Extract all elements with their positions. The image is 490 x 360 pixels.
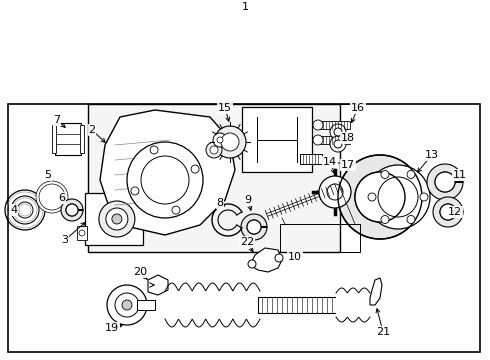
Circle shape <box>66 204 78 216</box>
Circle shape <box>131 187 139 195</box>
Circle shape <box>106 208 128 230</box>
Polygon shape <box>370 278 382 305</box>
Circle shape <box>115 293 139 317</box>
Circle shape <box>150 146 158 154</box>
Circle shape <box>221 133 239 151</box>
Polygon shape <box>38 183 66 211</box>
Text: 6: 6 <box>58 193 66 203</box>
Bar <box>8 104 480 352</box>
Circle shape <box>107 285 147 325</box>
Text: 20: 20 <box>133 267 147 277</box>
Circle shape <box>330 136 346 152</box>
Bar <box>88 104 340 252</box>
Circle shape <box>127 142 203 218</box>
Circle shape <box>381 216 389 224</box>
Bar <box>55 123 81 155</box>
Circle shape <box>407 171 415 179</box>
Circle shape <box>213 133 227 147</box>
Polygon shape <box>338 155 422 239</box>
Circle shape <box>313 135 323 145</box>
Circle shape <box>79 230 85 236</box>
Text: 19: 19 <box>105 323 119 333</box>
Circle shape <box>122 300 132 310</box>
Circle shape <box>313 120 323 130</box>
Circle shape <box>334 128 342 136</box>
Bar <box>320 121 350 129</box>
Polygon shape <box>148 275 168 295</box>
Text: 13: 13 <box>425 150 439 160</box>
Circle shape <box>217 137 223 143</box>
Circle shape <box>214 126 246 158</box>
Text: 15: 15 <box>218 103 232 113</box>
Text: 10: 10 <box>288 252 302 262</box>
Text: 14: 14 <box>323 157 337 167</box>
Circle shape <box>99 201 135 237</box>
Circle shape <box>36 181 68 213</box>
Circle shape <box>275 254 283 262</box>
Text: 4: 4 <box>10 205 18 215</box>
Circle shape <box>319 176 351 208</box>
Circle shape <box>440 204 456 220</box>
Bar <box>280 224 360 252</box>
Text: 17: 17 <box>341 160 355 170</box>
Text: 11: 11 <box>453 170 467 180</box>
Circle shape <box>366 165 430 229</box>
Text: 3: 3 <box>62 235 69 245</box>
Circle shape <box>112 214 122 224</box>
Bar <box>52 125 56 153</box>
Text: 8: 8 <box>217 198 223 208</box>
Circle shape <box>435 172 455 192</box>
Circle shape <box>206 142 222 158</box>
Bar <box>242 107 312 172</box>
Text: 22: 22 <box>240 237 254 247</box>
Polygon shape <box>427 164 463 200</box>
Circle shape <box>330 124 346 140</box>
Polygon shape <box>250 248 282 272</box>
Text: 9: 9 <box>245 195 251 205</box>
Bar <box>300 154 322 164</box>
Circle shape <box>355 172 405 222</box>
Circle shape <box>210 146 218 154</box>
Circle shape <box>407 216 415 224</box>
Circle shape <box>39 184 65 210</box>
Bar <box>137 300 155 310</box>
Text: 7: 7 <box>53 115 61 125</box>
Circle shape <box>247 220 261 234</box>
Circle shape <box>381 171 389 179</box>
Text: 5: 5 <box>45 170 51 180</box>
Circle shape <box>334 140 342 148</box>
Bar <box>80 125 84 153</box>
Text: 2: 2 <box>88 125 96 135</box>
Text: 12: 12 <box>448 207 462 217</box>
Polygon shape <box>61 199 83 221</box>
Text: 18: 18 <box>341 133 355 143</box>
Text: 16: 16 <box>351 103 365 113</box>
Text: 1: 1 <box>242 2 248 12</box>
Circle shape <box>191 165 199 173</box>
Polygon shape <box>433 197 463 227</box>
Bar <box>77 226 87 240</box>
Text: 21: 21 <box>376 327 390 337</box>
Bar <box>320 136 350 144</box>
Bar <box>85 193 143 245</box>
Circle shape <box>172 206 180 214</box>
Circle shape <box>43 188 61 206</box>
Circle shape <box>420 193 428 201</box>
Bar <box>258 297 338 313</box>
Polygon shape <box>100 110 235 235</box>
Polygon shape <box>241 214 267 240</box>
Circle shape <box>248 260 256 268</box>
Circle shape <box>368 193 376 201</box>
